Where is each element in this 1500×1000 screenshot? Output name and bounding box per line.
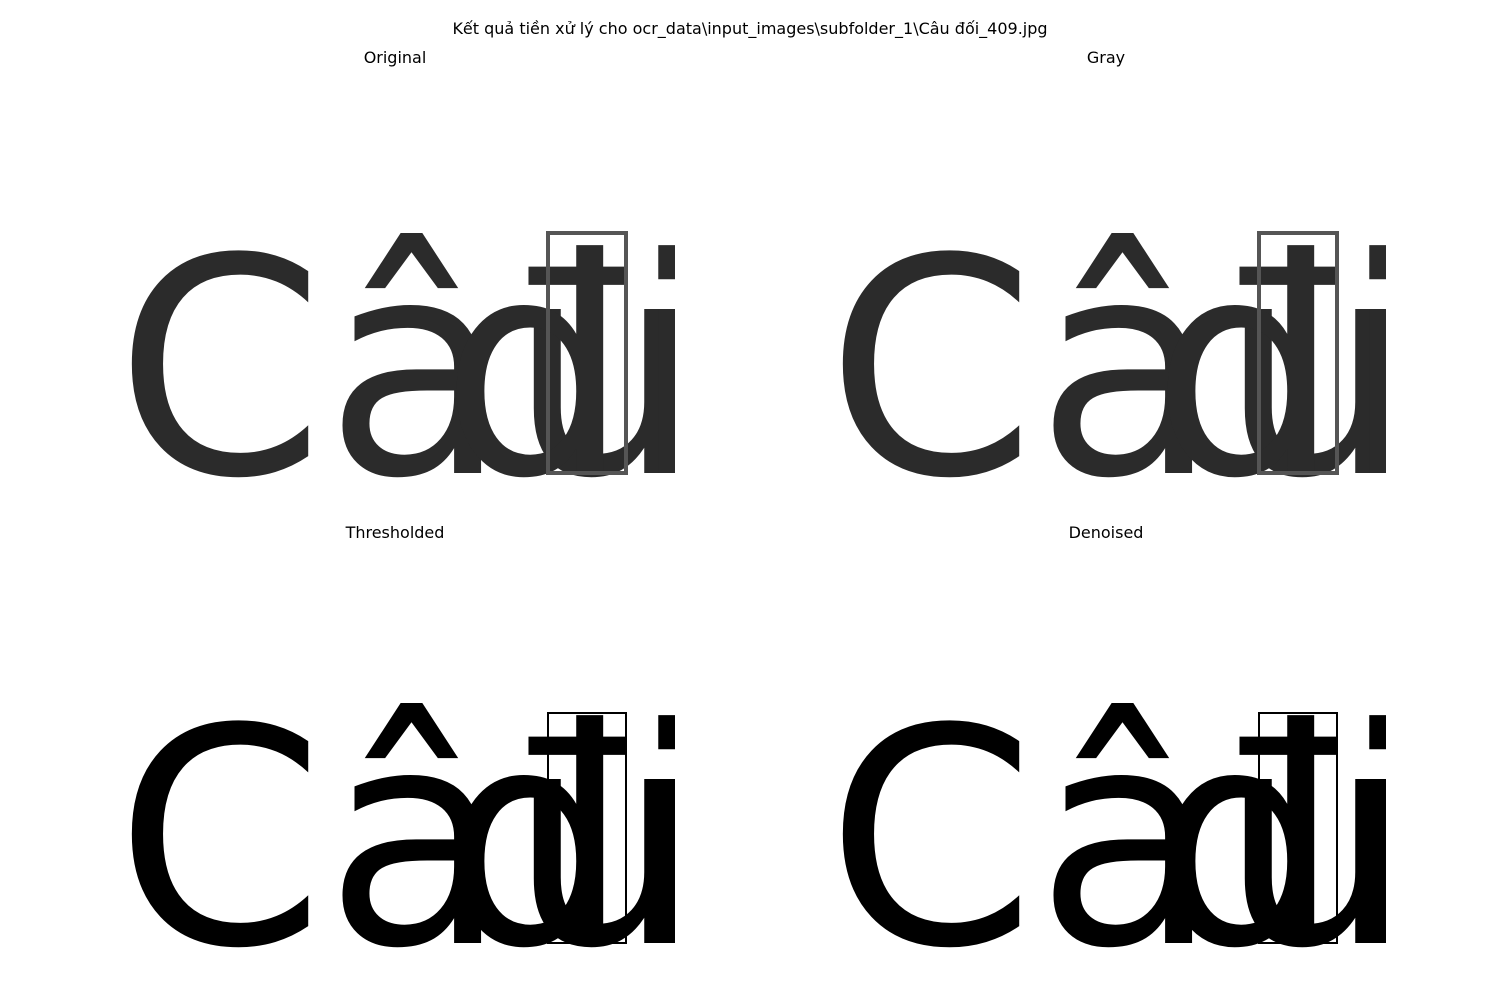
missing-glyph-box	[547, 712, 627, 944]
word-cau: Câu	[115, 195, 675, 518]
thresholded-text-glyphs: Câu đ i	[115, 665, 675, 953]
original-text-glyphs: Câu đ i	[115, 195, 675, 518]
missing-glyph-box	[546, 231, 628, 475]
gray-text-glyphs: Câu đ i	[826, 195, 1386, 518]
panel-denoised: Denoised Câu đ i	[826, 523, 1386, 953]
missing-glyph-box	[1258, 712, 1338, 944]
word-i: i	[630, 665, 675, 953]
word-d: đ	[440, 665, 630, 953]
original-image: Câu đ i	[115, 195, 675, 518]
panel-title-denoised: Denoised	[1068, 523, 1144, 542]
word-i: i	[1341, 195, 1386, 518]
panel-title-original: Original	[363, 48, 427, 67]
denoised-text-glyphs: Câu đ i	[826, 665, 1386, 953]
panel-title-gray: Gray	[1086, 48, 1126, 67]
word-i: i	[1341, 665, 1386, 953]
word-cau: Câu	[826, 195, 1386, 518]
thresholded-image: Câu đ i	[115, 665, 675, 953]
word-d: đ	[440, 195, 630, 518]
word-i: i	[630, 195, 675, 518]
word-d: đ	[1151, 665, 1341, 953]
panel-title-thresholded: Thresholded	[345, 523, 445, 542]
panel-original: Original Câu đ i	[115, 48, 675, 518]
gray-image: Câu đ i	[826, 195, 1386, 518]
figure-suptitle: Kết quả tiền xử lý cho ocr_data\input_im…	[452, 19, 1048, 38]
word-d: đ	[1151, 195, 1341, 518]
denoised-image: Câu đ i	[826, 665, 1386, 953]
panel-gray: Gray Câu đ i	[826, 48, 1386, 518]
panel-thresholded: Thresholded Câu đ i	[115, 523, 675, 953]
missing-glyph-box	[1257, 231, 1339, 475]
